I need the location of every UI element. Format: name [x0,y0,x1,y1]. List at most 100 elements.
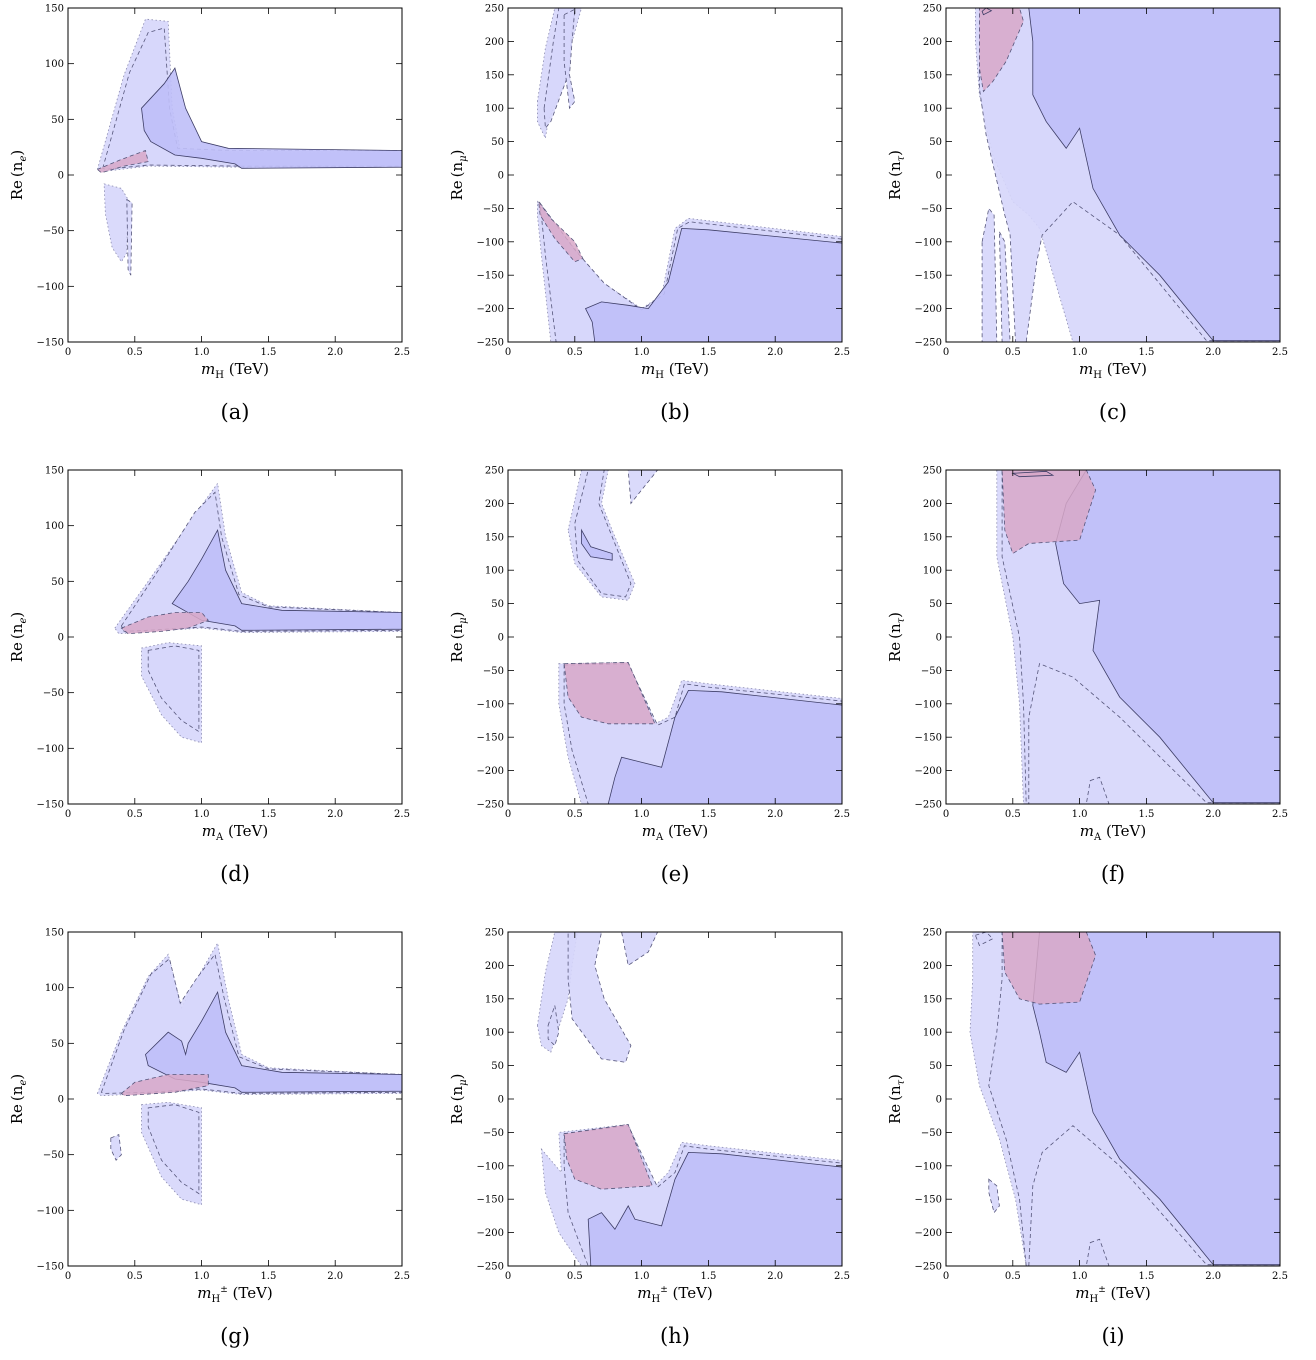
y-tick-label: −250 [915,338,942,349]
y-tick-label: −200 [915,1228,942,1239]
y-tick-label: −100 [915,1161,942,1172]
x-tick-label: 2.0 [767,809,783,820]
y-tick-label: 0 [936,1095,942,1106]
x-tick-label: 0.5 [567,347,583,358]
x-tick-label: 0.5 [567,1271,583,1282]
x-tick-label: 1.5 [260,809,276,820]
y-tick-label: −50 [43,226,64,237]
allowed-region-5 [147,1104,200,1195]
x-tick-label: 0 [943,809,949,820]
panel-caption: (h) [660,1324,690,1348]
x-tick-label: 2.0 [1205,1271,1221,1282]
x-tick-label: 0 [65,1271,71,1282]
y-tick-label: −100 [477,1161,504,1172]
panel-caption: (b) [660,400,690,424]
x-tick-label: 2.0 [327,347,343,358]
x-axis-label: mA (TeV) [1080,822,1147,843]
y-tick-label: 50 [929,1061,942,1072]
x-tick-label: 1.0 [634,809,650,820]
highlight-region-3 [120,612,209,635]
y-tick-label: 150 [45,928,64,939]
y-tick-label: 150 [485,532,504,543]
panel-d: 0 0.5 1.0 1.5 2.0 2.5 −150 −100 −50 0 50 100 150 mA (… [8,466,410,887]
y-axis-label: Re (ne) [8,612,29,662]
allowed-region-6 [627,470,659,505]
y-tick-label: −250 [477,1262,504,1273]
allowed-region-2 [1055,470,1280,804]
y-tick-label: 50 [929,137,942,148]
y-tick-label: −50 [43,688,64,699]
y-tick-label: −200 [915,304,942,315]
x-tick-label: 1.5 [700,347,716,358]
x-tick-label: 2.0 [767,347,783,358]
y-tick-label: 250 [485,928,504,939]
x-tick-label: 1.0 [1072,1271,1088,1282]
y-tick-label: 200 [923,961,942,972]
x-tick-label: 1.5 [700,809,716,820]
y-tick-label: −200 [477,304,504,315]
y-tick-label: −100 [37,282,64,293]
y-tick-label: 200 [485,499,504,510]
y-tick-label: 50 [491,137,504,148]
y-tick-label: 250 [923,928,942,939]
x-tick-label: 2.5 [1272,347,1288,358]
x-tick-label: 0 [943,1271,949,1282]
allowed-region-7 [547,1005,560,1047]
y-tick-label: 150 [923,532,942,543]
plot-frame [67,469,403,805]
region-layer [558,470,842,804]
highlight-region-3 [96,149,149,174]
x-tick-label: 1.5 [260,1271,276,1282]
x-tick-label: 1.5 [260,347,276,358]
panel-caption: (c) [1099,400,1127,424]
region-layer [996,470,1280,804]
y-tick-label: −150 [915,1195,942,1206]
panel-caption: (i) [1101,1324,1124,1348]
x-tick-label: 0.5 [127,347,143,358]
allowed-region-2 [141,67,402,169]
panel-c: 0 0.5 1.0 1.5 2.0 2.5 −250 −200 −150 −100 −50 0 50 10… [886,4,1288,425]
allowed-region-4 [974,932,994,946]
x-tick-label: 2.5 [834,809,850,820]
y-tick-label: −150 [37,800,64,811]
highlight-region-3 [538,200,584,263]
y-tick-label: −100 [915,699,942,710]
y-tick-label: −50 [483,1128,504,1139]
panel-caption: (a) [221,400,250,424]
allowed-region-2 [584,227,842,342]
x-tick-label: 1.0 [194,809,210,820]
x-tick-label: 2.5 [394,1271,410,1282]
y-tick-label: 150 [485,994,504,1005]
y-axis-label: Re (nμ) [448,149,469,200]
x-tick-label: 2.5 [834,1271,850,1282]
allowed-region-5 [147,645,200,733]
y-tick-label: 0 [58,171,64,182]
y-tick-label: 150 [923,70,942,81]
y-tick-label: −200 [477,1228,504,1239]
y-tick-label: 50 [51,115,64,126]
y-axis-label: Re (nτ) [886,150,907,200]
highlight-region-6 [981,8,993,16]
panel-h: 0 0.5 1.0 1.5 2.0 2.5 −250 −200 −150 −100 −50 0 50 10… [448,928,850,1349]
panel-i: 0 0.5 1.0 1.5 2.0 2.5 −250 −200 −150 −100 −50 0 50 10… [886,928,1288,1349]
y-tick-label: 0 [498,171,504,182]
highlight-region-3 [1001,470,1097,555]
y-tick-label: 100 [923,566,942,577]
y-tick-label: −50 [483,204,504,215]
y-tick-label: −50 [921,666,942,677]
allowed-region-5 [988,1178,1000,1214]
y-tick-label: −50 [921,1128,942,1139]
x-tick-label: 1.0 [634,347,650,358]
x-axis-label: mH (TeV) [1079,360,1147,381]
x-tick-label: 0.5 [1005,809,1021,820]
x-tick-label: 2.5 [834,347,850,358]
x-tick-label: 1.5 [1138,1271,1154,1282]
y-tick-label: −100 [37,744,64,755]
x-tick-label: 1.0 [194,1271,210,1282]
y-tick-label: 100 [45,59,64,70]
region-layer [969,932,1280,1266]
allowed-region-4 [103,183,129,263]
y-tick-label: 100 [485,1028,504,1039]
y-tick-label: 250 [485,4,504,15]
